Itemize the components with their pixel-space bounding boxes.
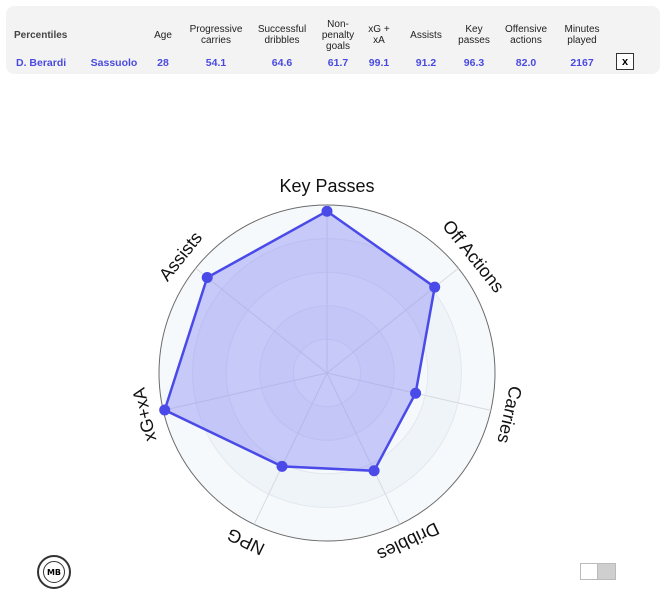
toggle-switch[interactable] (580, 563, 616, 580)
col-offensive-actions: Offensive actions (504, 24, 548, 46)
data-point (321, 205, 333, 217)
radar-grid (158, 204, 496, 542)
team-name: Sassuolo (90, 57, 138, 69)
grid-spoke (163, 372, 328, 411)
percentiles-table: Percentiles Age Progressive carries Succ… (6, 6, 660, 74)
col-assists: Assists (410, 29, 442, 41)
value-offensive-actions: 82.0 (515, 57, 537, 69)
axis-label: Carries (493, 384, 525, 445)
axis-label: Key Passes (279, 176, 374, 196)
player-name: D. Berardi (16, 57, 67, 69)
table-title: Percentiles (14, 29, 68, 41)
value-age: 28 (157, 57, 169, 69)
data-point (201, 271, 213, 283)
value-assists: 91.2 (415, 57, 437, 69)
data-point (368, 465, 380, 477)
axis-label: xG+xA (129, 386, 161, 444)
grid-spoke (253, 372, 328, 525)
axis-label: NPG (224, 524, 268, 559)
value-xg-xa: 99.1 (368, 57, 390, 69)
value-successful-dribbles: 64.6 (271, 57, 293, 69)
value-minutes-played: 2167 (570, 57, 594, 69)
toggle-knob (581, 564, 598, 579)
col-minutes-played: Minutes played (564, 24, 600, 46)
col-progressive-carries: Progressive carries (189, 24, 243, 46)
logo: MB (37, 555, 71, 589)
col-non-penalty-goals: Non-penalty goals (321, 18, 355, 52)
data-point (410, 387, 422, 399)
grid-spoke (195, 267, 328, 374)
grid-spoke (326, 372, 401, 525)
col-successful-dribbles: Successful dribbles (257, 24, 307, 46)
value-progressive-carries: 54.1 (205, 57, 227, 69)
close-button[interactable]: x (616, 53, 634, 70)
col-xg-xa: xG + xA (368, 24, 390, 46)
value-non-penalty-goals: 61.7 (327, 57, 349, 69)
value-key-passes: 96.3 (463, 57, 485, 69)
col-age: Age (154, 29, 172, 41)
col-key-passes: Key passes (458, 24, 490, 46)
data-point (159, 404, 171, 416)
logo-mark: MB (43, 561, 65, 583)
data-point (429, 281, 441, 293)
series-area (163, 209, 437, 473)
data-point (276, 460, 288, 472)
radar-series (159, 205, 441, 477)
grid-spoke (326, 372, 491, 411)
